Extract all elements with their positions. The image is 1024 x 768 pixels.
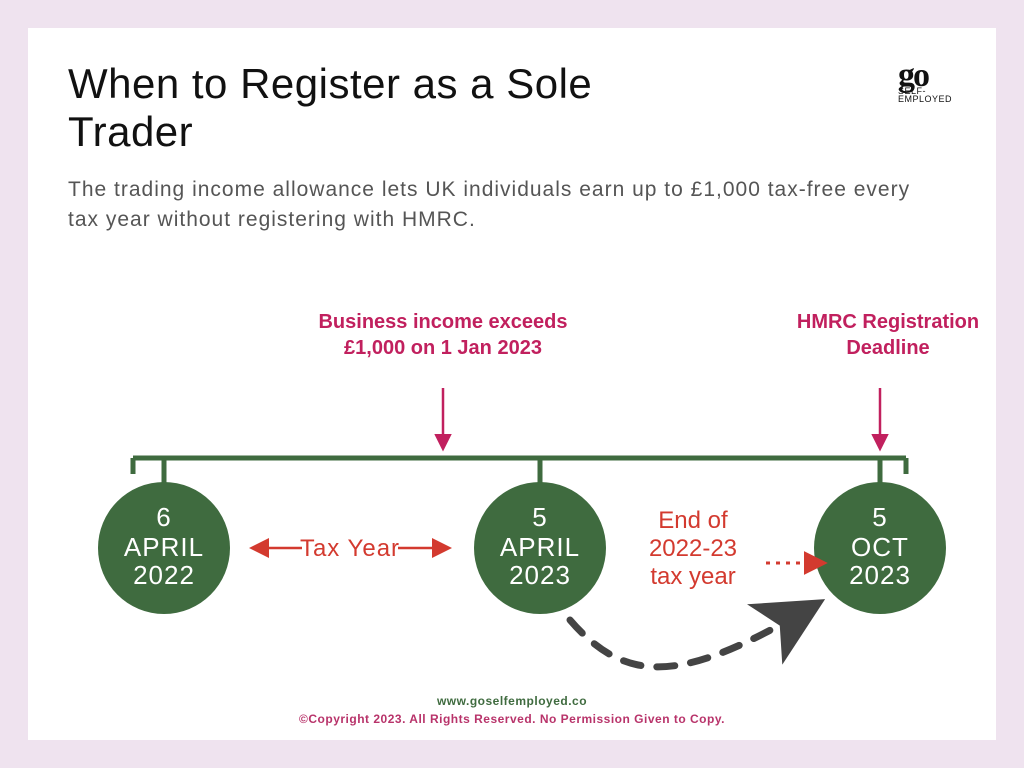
- footer-copyright: ©Copyright 2023. All Rights Reserved. No…: [28, 710, 996, 728]
- svg-text:5: 5: [532, 502, 547, 532]
- annotation-tax-year: Tax Year: [253, 535, 448, 562]
- svg-text:APRIL: APRIL: [500, 532, 580, 562]
- timeline-nodes: 6APRIL20225APRIL20235OCT2023: [98, 482, 946, 614]
- annotation-hmrc-deadline: HMRC Registration Deadline: [797, 311, 979, 448]
- svg-text:Deadline: Deadline: [846, 337, 929, 359]
- svg-text:£1,000 on 1 Jan 2023: £1,000 on 1 Jan 2023: [344, 337, 542, 359]
- annotation-income-exceeds: Business income exceeds £1,000 on 1 Jan …: [318, 311, 567, 448]
- svg-text:tax year: tax year: [650, 563, 735, 590]
- svg-text:6: 6: [156, 502, 171, 532]
- svg-text:2023: 2023: [849, 560, 911, 590]
- infographic-card: go SELF- EMPLOYED When to Register as a …: [28, 28, 996, 740]
- svg-text:2022: 2022: [133, 560, 195, 590]
- svg-text:End of: End of: [658, 507, 728, 534]
- svg-text:HMRC Registration: HMRC Registration: [797, 311, 979, 333]
- svg-text:OCT: OCT: [851, 532, 909, 562]
- svg-text:Tax Year: Tax Year: [300, 535, 400, 562]
- svg-text:5: 5: [872, 502, 887, 532]
- footer: www.goselfemployed.co ©Copyright 2023. A…: [28, 692, 996, 728]
- footer-url: www.goselfemployed.co: [28, 692, 996, 710]
- svg-text:2023: 2023: [509, 560, 571, 590]
- svg-text:Business income exceeds: Business income exceeds: [318, 311, 567, 333]
- timeline-diagram: 6APRIL20225APRIL20235OCT2023 Business in…: [28, 28, 996, 740]
- svg-text:2022-23: 2022-23: [649, 535, 737, 562]
- annotation-end-of-year: End of 2022-23 tax year: [649, 507, 823, 590]
- svg-text:APRIL: APRIL: [124, 532, 204, 562]
- curved-arrow: [570, 608, 810, 667]
